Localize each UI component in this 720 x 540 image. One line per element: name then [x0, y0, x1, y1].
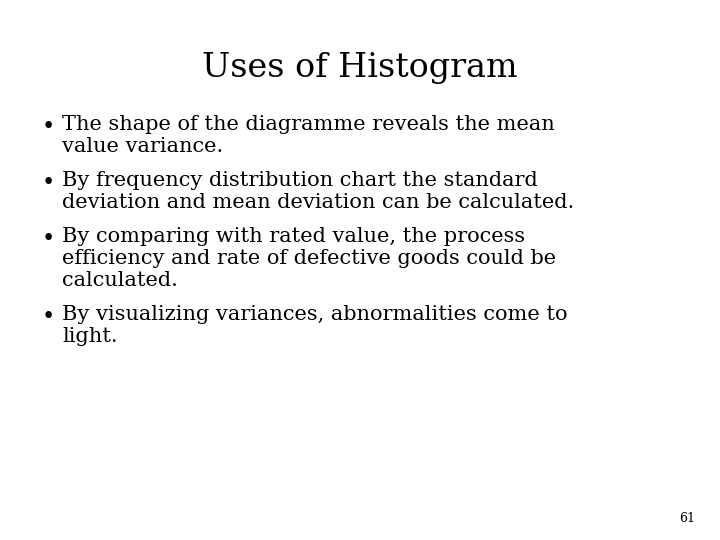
Text: efficiency and rate of defective goods could be: efficiency and rate of defective goods c… [62, 249, 556, 268]
Text: •: • [42, 306, 55, 328]
Text: value variance.: value variance. [62, 137, 223, 156]
Text: light.: light. [62, 327, 117, 346]
Text: Uses of Histogram: Uses of Histogram [202, 52, 518, 84]
Text: By frequency distribution chart the standard: By frequency distribution chart the stan… [62, 171, 538, 190]
Text: •: • [42, 228, 55, 250]
Text: The shape of the diagramme reveals the mean: The shape of the diagramme reveals the m… [62, 115, 554, 134]
Text: deviation and mean deviation can be calculated.: deviation and mean deviation can be calc… [62, 193, 575, 212]
Text: By visualizing variances, abnormalities come to: By visualizing variances, abnormalities … [62, 305, 567, 324]
Text: By comparing with rated value, the process: By comparing with rated value, the proce… [62, 227, 525, 246]
Text: calculated.: calculated. [62, 271, 178, 290]
Text: •: • [42, 116, 55, 138]
Text: 61: 61 [679, 512, 695, 525]
Text: •: • [42, 172, 55, 194]
